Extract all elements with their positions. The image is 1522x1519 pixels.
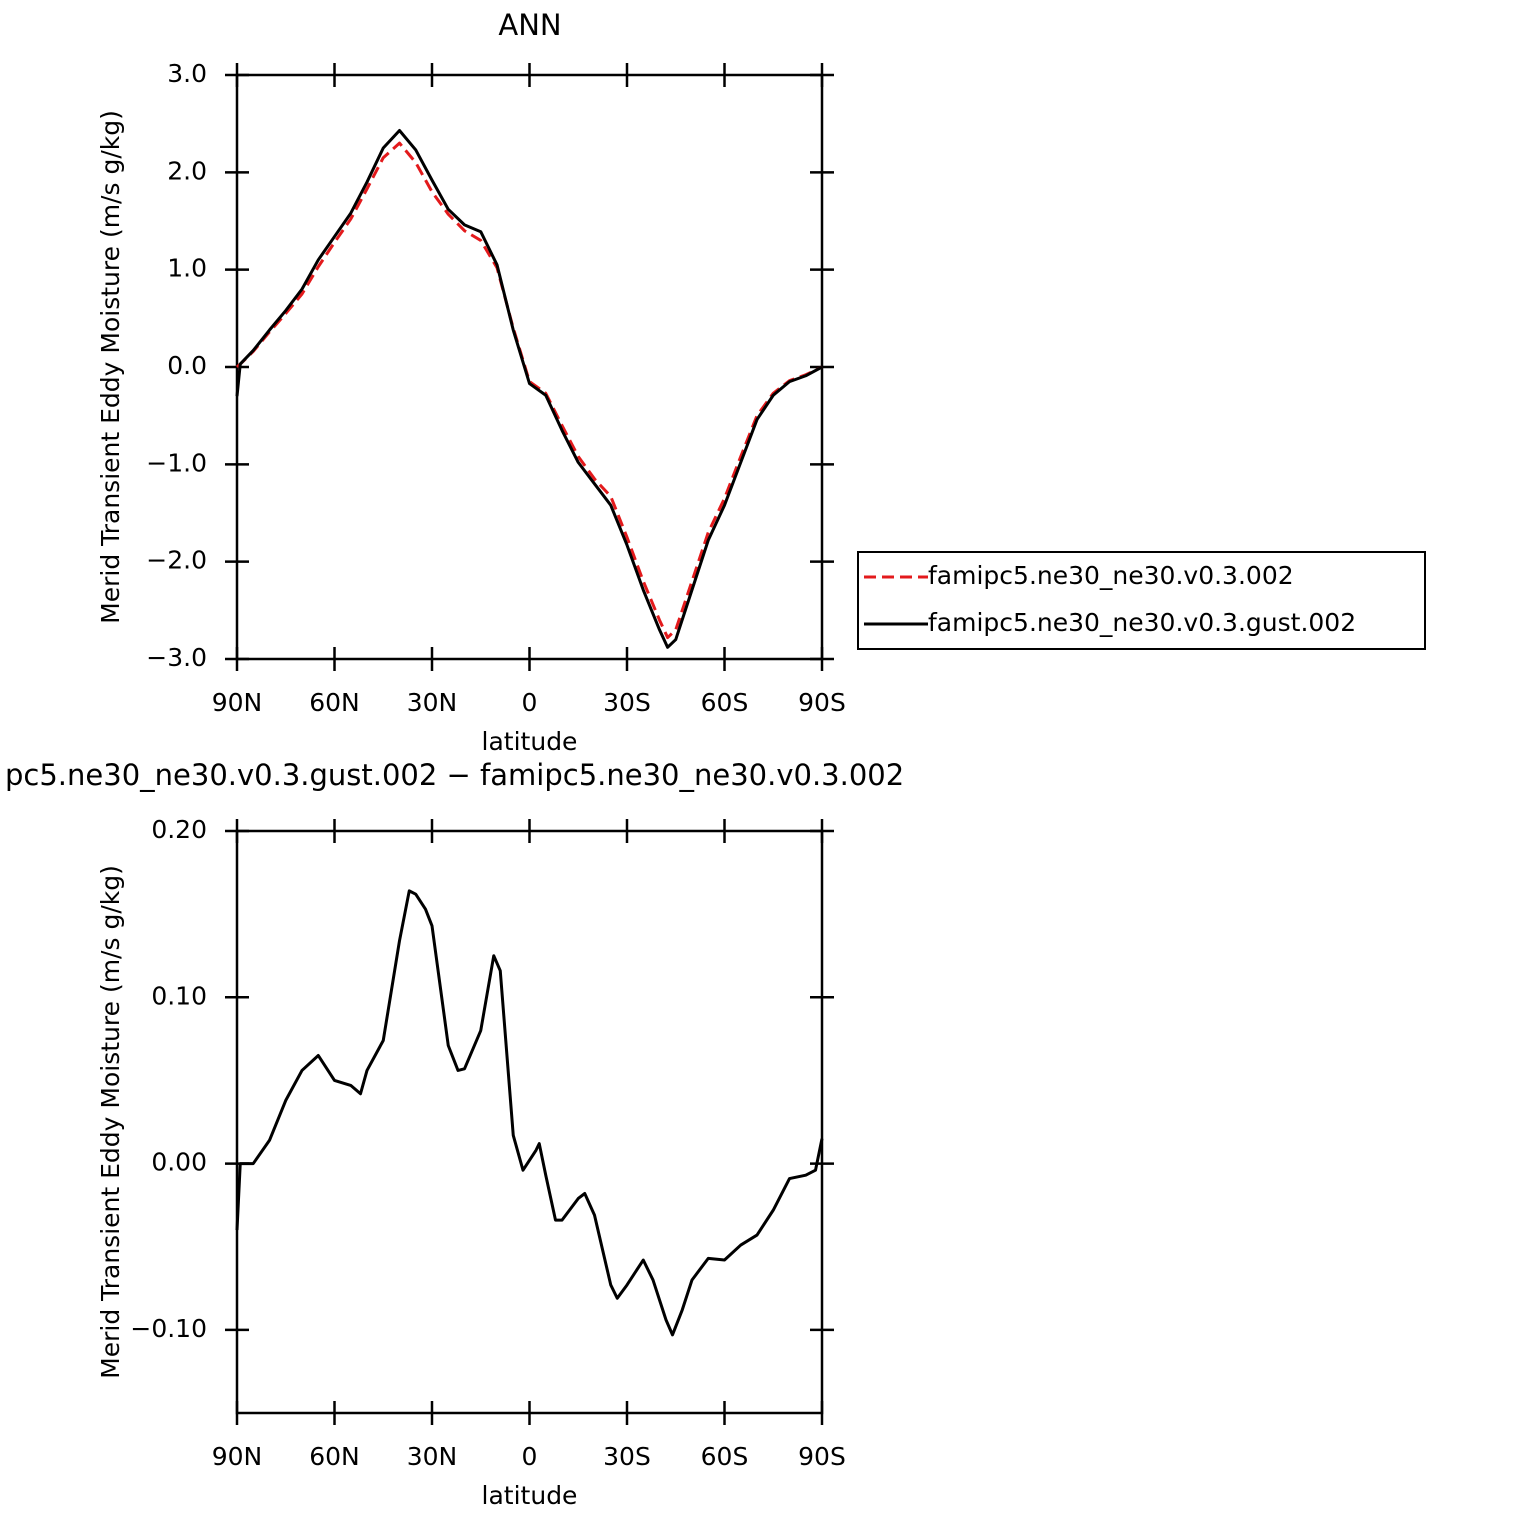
data-line bbox=[235, 141, 823, 640]
legend-label: famipc5.ne30_ne30.v0.3.gust.002 bbox=[928, 608, 1356, 637]
y-axis-label: Merid Transient Eddy Moisture (m/s g/kg) bbox=[96, 865, 125, 1379]
x-tick-label: 60S bbox=[701, 1442, 749, 1471]
y-tick-label: 0.20 bbox=[151, 815, 207, 844]
y-tick-label: 3.0 bbox=[167, 59, 207, 88]
legend-label: famipc5.ne30_ne30.v0.3.002 bbox=[928, 561, 1294, 590]
y-tick-label: −3.0 bbox=[146, 643, 207, 672]
x-tick-label: 60N bbox=[309, 688, 360, 717]
x-tick-label: 30S bbox=[603, 1442, 651, 1471]
x-tick-label: 90N bbox=[212, 1442, 263, 1471]
chart-title: pc5.ne30_ne30.v0.3.gust.002 − famipc5.ne… bbox=[5, 758, 904, 792]
x-tick-label: 90N bbox=[212, 688, 263, 717]
y-tick-label: 0.00 bbox=[151, 1148, 207, 1177]
legend-box bbox=[857, 551, 1426, 650]
x-tick-label: 0 bbox=[522, 688, 538, 717]
x-tick-label: 0 bbox=[522, 1442, 538, 1471]
x-tick-label: 60S bbox=[701, 688, 749, 717]
y-tick-label: 1.0 bbox=[167, 254, 207, 283]
y-tick-label: 0.0 bbox=[167, 351, 207, 380]
x-tick-label: 90S bbox=[798, 688, 846, 717]
y-tick-label: 0.10 bbox=[151, 981, 207, 1010]
x-tick-label: 30N bbox=[407, 1442, 458, 1471]
x-tick-label: 90S bbox=[798, 1442, 846, 1471]
plot-frame bbox=[235, 829, 824, 1415]
y-tick-label: −2.0 bbox=[146, 546, 207, 575]
x-tick-label: 60N bbox=[309, 1442, 360, 1471]
y-tick-label: −1.0 bbox=[146, 448, 207, 477]
data-line bbox=[235, 889, 824, 1337]
y-tick-label: −0.10 bbox=[130, 1314, 207, 1343]
x-tick-label: 30N bbox=[407, 688, 458, 717]
plot-frame bbox=[235, 73, 824, 661]
y-axis-label: Merid Transient Eddy Moisture (m/s g/kg) bbox=[96, 110, 125, 624]
chart-title: ANN bbox=[498, 8, 561, 42]
x-tick-label: 30S bbox=[603, 688, 651, 717]
data-line bbox=[235, 128, 823, 649]
x-axis-label: latitude bbox=[482, 727, 578, 756]
x-axis-label: latitude bbox=[482, 1481, 578, 1510]
y-tick-label: 2.0 bbox=[167, 156, 207, 185]
